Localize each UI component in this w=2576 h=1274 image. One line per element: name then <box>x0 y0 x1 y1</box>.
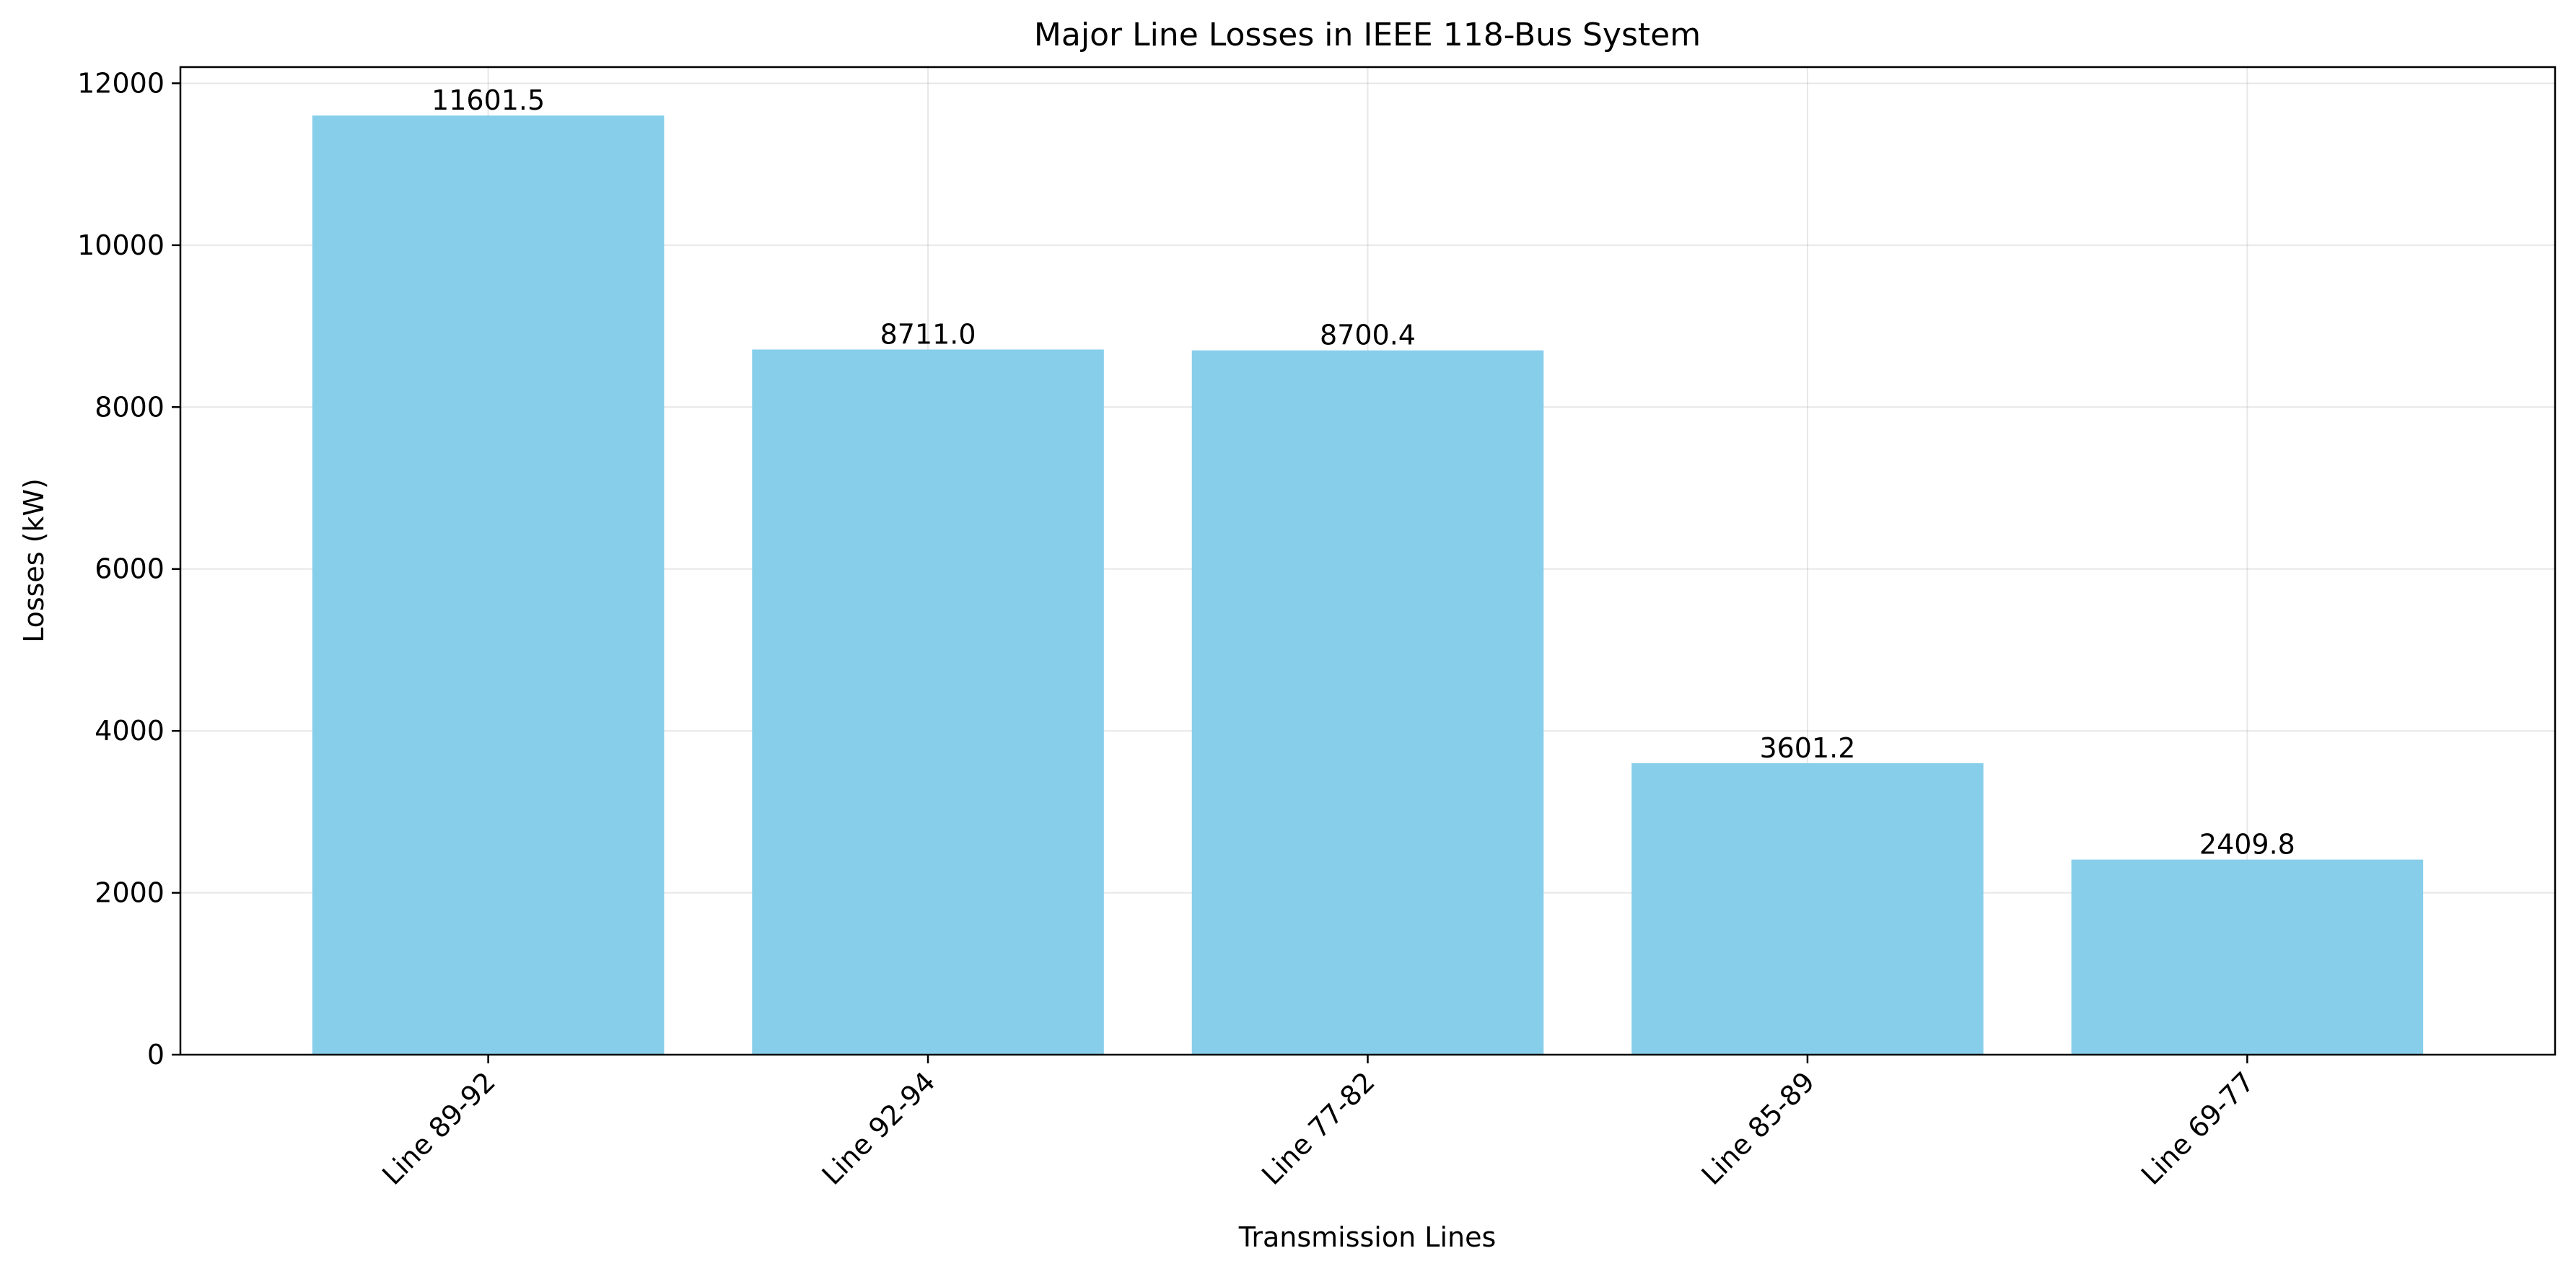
y-tick-label: 2000 <box>95 877 165 909</box>
bar <box>1191 350 1544 1055</box>
data-labels: 11601.5 8711.0 8700.4 3601.2 2409.8 <box>431 84 2295 860</box>
y-tick-label: 6000 <box>95 553 165 585</box>
bar <box>1631 763 1984 1055</box>
y-tick-label: 0 <box>147 1039 165 1071</box>
bar <box>2071 859 2424 1055</box>
chart-title: Major Line Losses in IEEE 118-Bus System <box>1034 17 1701 53</box>
y-axis-ticks: 0 2000 4000 6000 8000 10000 12000 <box>77 67 180 1071</box>
bar-value-label: 8711.0 <box>880 319 976 351</box>
bar-value-label: 8700.4 <box>1320 320 1416 351</box>
y-axis-title: Losses (kW) <box>18 478 50 643</box>
bar <box>752 349 1104 1055</box>
y-tick-label: 4000 <box>95 715 165 747</box>
y-tick-label: 10000 <box>77 229 165 261</box>
bar-value-label: 2409.8 <box>2199 829 2295 861</box>
bar <box>312 115 665 1055</box>
bar-value-label: 3601.2 <box>1759 732 1855 764</box>
bar-value-label: 11601.5 <box>431 84 545 116</box>
y-tick-label: 8000 <box>95 391 165 423</box>
x-axis-title: Transmission Lines <box>1238 1221 1497 1253</box>
y-tick-label: 12000 <box>77 67 165 99</box>
bars <box>312 115 2424 1055</box>
